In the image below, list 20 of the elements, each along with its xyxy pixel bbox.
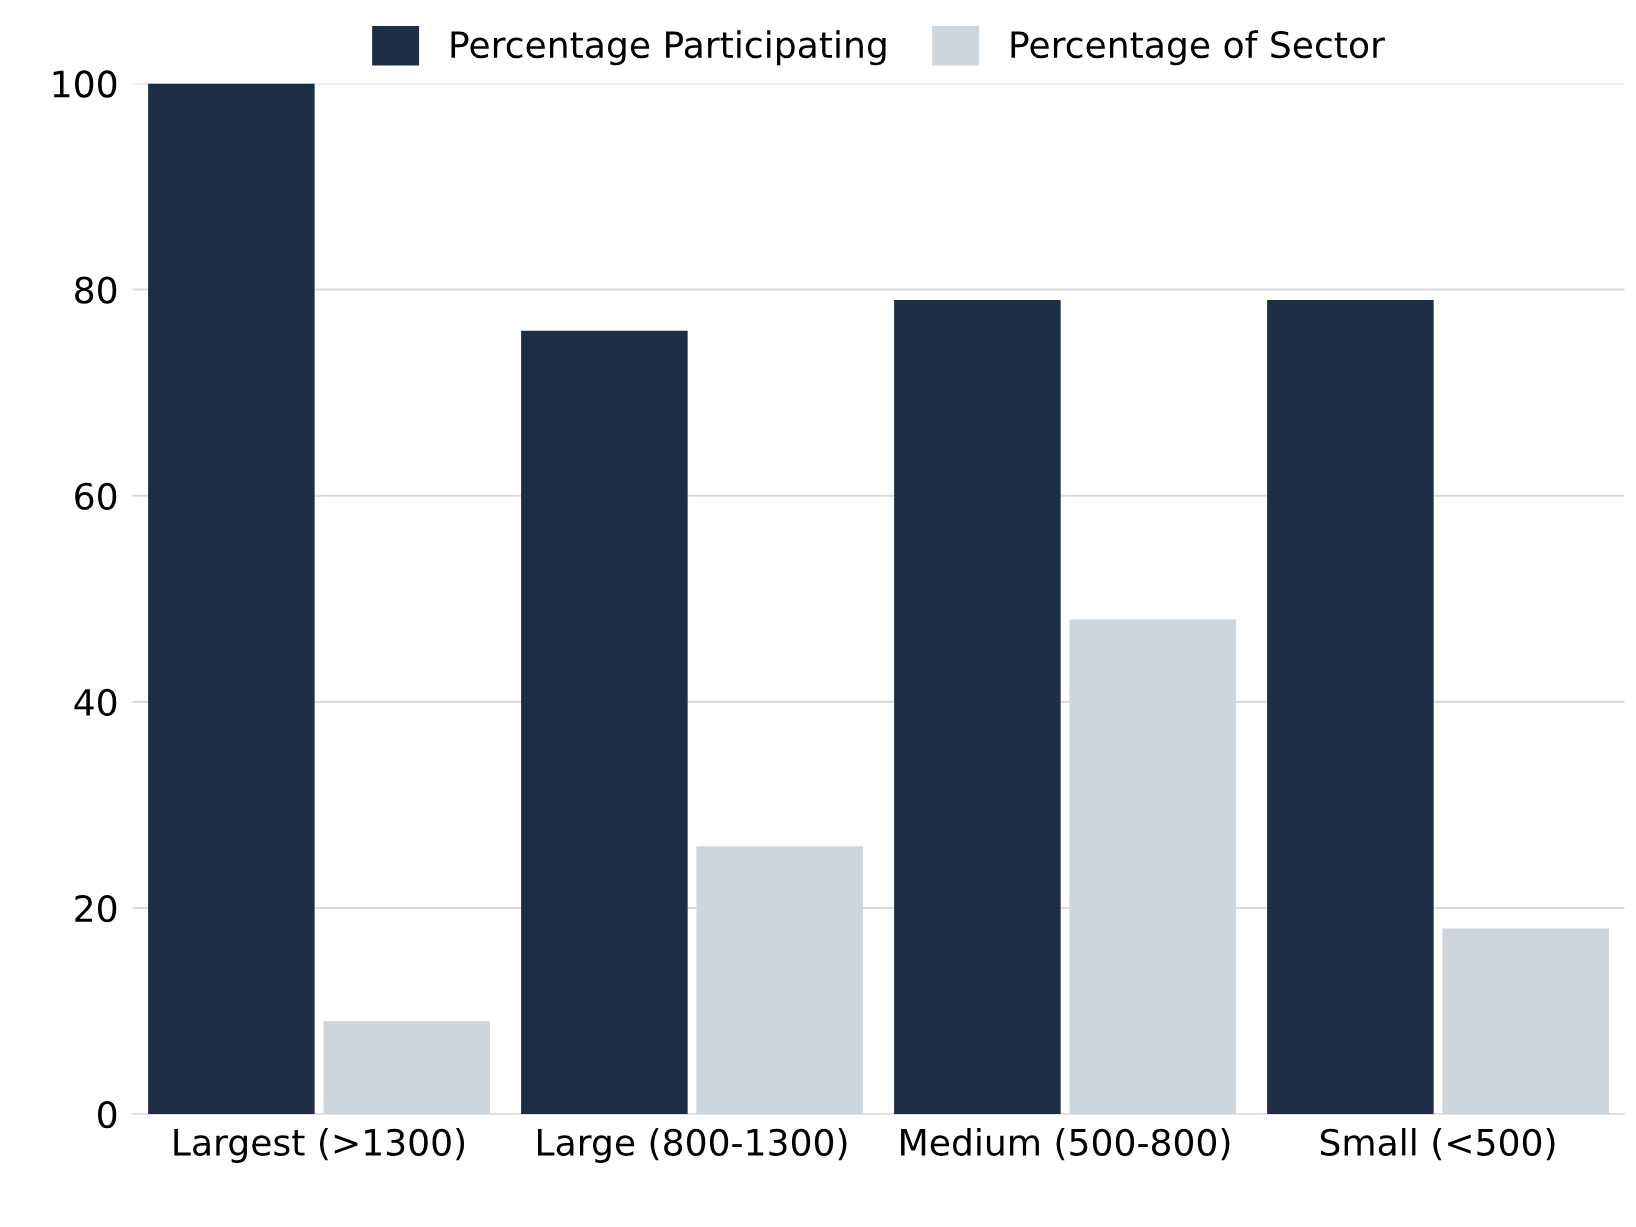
x-tick-label: Medium (500-800) — [901, 1128, 1230, 1161]
bar — [696, 846, 863, 1115]
bar — [323, 1021, 490, 1115]
y-tick-label: 0 — [98, 1101, 117, 1129]
x-tick-label: Largest (>1300) — [174, 1128, 465, 1163]
y-tick-label: 40 — [74, 688, 117, 717]
y-tick-label: 80 — [75, 276, 117, 304]
bar — [1267, 299, 1434, 1115]
bar — [521, 330, 688, 1115]
y-tick-label: 60 — [75, 482, 117, 510]
legend-label: Percentage Participating — [451, 30, 886, 66]
legend-label: Percentage of Sector — [1011, 30, 1385, 66]
bar — [148, 83, 315, 1115]
y-tick-label: 100 — [53, 70, 117, 98]
bar — [894, 299, 1061, 1115]
x-tick-label: Large (800-1300) — [538, 1128, 847, 1163]
bar — [1069, 619, 1236, 1115]
y-tick-label: 20 — [75, 894, 117, 923]
bar — [1442, 928, 1609, 1115]
x-tick-label: Small (<500) — [1320, 1128, 1555, 1161]
